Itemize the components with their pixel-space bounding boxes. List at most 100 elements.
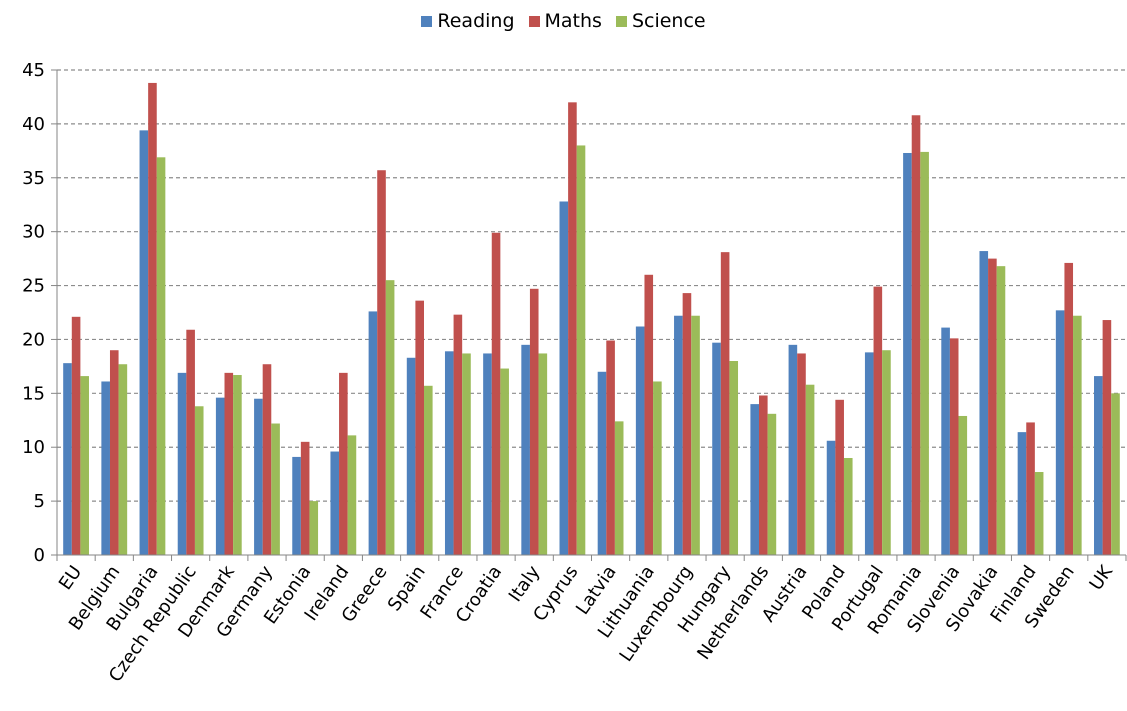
bar-maths-cyprus (568, 102, 577, 555)
bar-maths-sweden (1064, 262, 1074, 555)
bar-science-greece (385, 280, 395, 555)
bar-science-finland (1034, 472, 1044, 555)
bar-science-denmark (233, 375, 242, 555)
bar-maths-slovakia (988, 258, 997, 555)
bar-maths-belgium (109, 350, 119, 555)
bar-science-germany (271, 423, 280, 555)
legend-swatch-reading (421, 15, 433, 27)
bar-maths-bulgaria (148, 82, 157, 555)
legend-label-maths: Maths (544, 10, 602, 32)
legend-swatch-science (615, 15, 627, 27)
bar-science-cyprus (576, 145, 586, 555)
bar-maths-estonia (300, 441, 310, 555)
bar-maths-denmark (224, 372, 234, 555)
bar-reading-austria (788, 344, 798, 555)
bar-maths-romania (911, 115, 921, 556)
bar-science-uk (1111, 393, 1120, 555)
bar-maths-greece (377, 170, 386, 555)
bar-science-belgium (118, 364, 128, 555)
bar-maths-finland (1026, 422, 1035, 555)
y-tick-label-5: 5 (34, 491, 45, 512)
legend-item-science: Science (615, 10, 706, 32)
bar-science-sweden (1073, 315, 1082, 555)
bar-reading-croatia (483, 353, 492, 555)
legend-item-reading: Reading (421, 10, 515, 32)
y-tick-label-45: 45 (22, 60, 45, 81)
bar-science-poland (843, 458, 853, 555)
bar-reading-spain (406, 357, 416, 555)
axes (56, 70, 1127, 561)
bar-science-netherlands (767, 413, 777, 555)
bar-maths-netherlands (759, 395, 768, 555)
bar-maths-italy (529, 288, 539, 555)
y-tick-label-0: 0 (34, 545, 45, 566)
legend-label-science: Science (631, 10, 706, 32)
bar-reading-slovakia (979, 251, 989, 556)
bars (63, 82, 1120, 556)
bar-maths-luxembourg (682, 293, 692, 555)
y-tick-label-35: 35 (22, 168, 45, 189)
bar-maths-slovenia (949, 338, 959, 555)
bar-maths-uk (1102, 320, 1112, 555)
bar-reading-france (444, 351, 454, 555)
y-tick-label-25: 25 (22, 276, 45, 297)
bar-reading-romania (903, 152, 912, 555)
bar-reading-belgium (101, 381, 110, 555)
bar-reading-ireland (330, 451, 340, 555)
bar-reading-bulgaria (139, 130, 149, 555)
bar-science-ireland (347, 435, 357, 555)
bar-reading-sweden (1055, 310, 1065, 555)
bar-reading-denmark (215, 397, 225, 555)
bar-reading-estonia (292, 456, 301, 555)
bar-reading-cyprus (559, 201, 569, 555)
bar-science-latvia (614, 421, 624, 555)
bar-science-portugal (882, 350, 891, 555)
bar-science-austria (805, 384, 815, 555)
bar-maths-portugal (873, 286, 883, 555)
bar-reading-italy (521, 344, 530, 555)
y-tick-label-10: 10 (22, 437, 45, 458)
legend: Reading Maths Science (0, 6, 1127, 36)
bar-reading-uk (1094, 376, 1103, 555)
bar-reading-czech-republic (177, 372, 187, 555)
bar-reading-netherlands (750, 404, 760, 555)
bar-science-italy (538, 353, 548, 555)
bar-maths-austria (797, 353, 806, 555)
y-axis-tick-labels: 0 5 10 15 20 25 30 35 40 45 (22, 60, 45, 566)
bar-maths-croatia (491, 232, 501, 555)
bar-science-croatia (500, 368, 509, 555)
bar-reading-eu (63, 363, 72, 555)
bar-reading-lithuania (635, 326, 645, 555)
bar-science-lithuania (653, 381, 662, 555)
bar-reading-hungary (712, 342, 721, 555)
y-tick-label-40: 40 (22, 114, 45, 135)
bar-maths-ireland (339, 372, 348, 555)
bar-science-hungary (729, 361, 739, 555)
bar-reading-poland (826, 440, 836, 555)
bar-science-france (462, 353, 471, 555)
y-tick-label-20: 20 (22, 329, 45, 350)
bar-science-slovenia (958, 415, 968, 555)
bar-maths-poland (835, 399, 844, 555)
bar-reading-portugal (864, 352, 874, 555)
bar-reading-finland (1017, 432, 1027, 555)
bar-reading-latvia (597, 371, 607, 555)
bar-maths-spain (415, 300, 424, 555)
y-tick-label-30: 30 (22, 222, 45, 243)
bar-science-estonia (309, 501, 319, 555)
legend-swatch-maths (528, 15, 540, 27)
x-category-label-uk: UK (1085, 561, 1117, 594)
bar-science-spain (423, 385, 433, 555)
bar-maths-lithuania (644, 274, 654, 555)
bar-science-czech-republic (194, 406, 204, 555)
bar-maths-germany (262, 364, 272, 555)
legend-item-maths: Maths (528, 10, 602, 32)
bar-maths-czech-republic (186, 329, 195, 555)
bar-maths-hungary (720, 252, 730, 555)
x-category-label-eu: EU (55, 562, 86, 594)
bar-maths-france (453, 314, 463, 555)
bar-science-eu (80, 376, 89, 555)
bar-science-bulgaria (156, 157, 166, 556)
